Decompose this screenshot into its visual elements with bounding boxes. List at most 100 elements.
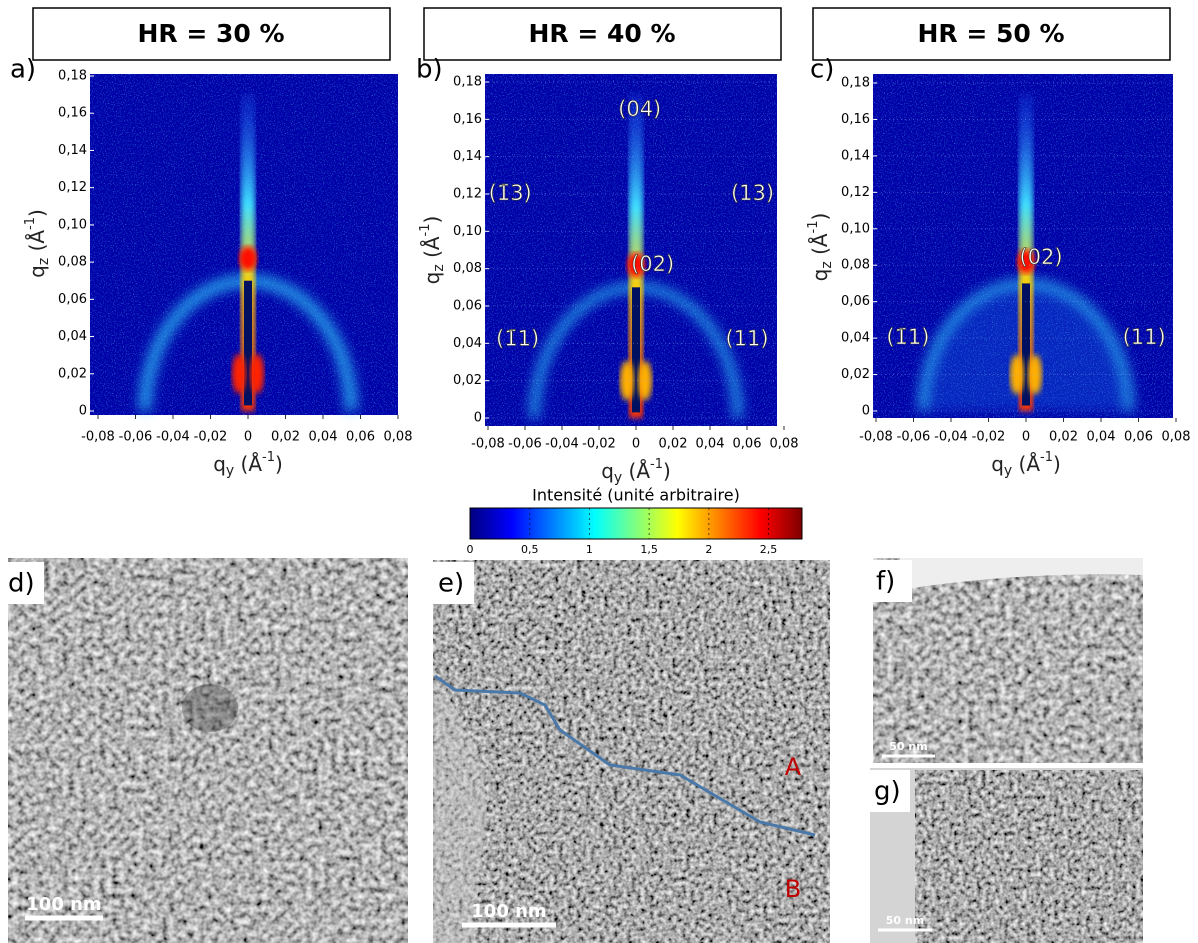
axis-symbol: q [213,452,226,476]
panel-letter: e) [438,569,464,599]
tem-image [8,558,408,943]
x-tick-label: -0,02 [972,430,1006,445]
x-tick-label: -0,06 [897,430,931,445]
beam-stop [632,287,640,413]
x-tick-label: -0,06 [119,430,153,445]
y-tick-label: 0,10 [453,224,482,239]
reflection-label: (02) [1019,245,1062,269]
y-tick-label: 0,04 [453,336,482,351]
y-tick-label: 0,14 [58,143,87,158]
axis-subscript: y [226,463,234,479]
region-label: A [785,753,802,781]
y-tick-label: 0 [474,411,482,426]
x-tick-label: -0,02 [194,430,228,445]
header: HR = 40 % [528,19,675,48]
hot-spot [620,360,634,401]
y-tick-label: 0,08 [841,258,870,273]
x-tick-label: 0 [244,430,252,445]
x-tick-label: 0,08 [384,430,413,445]
axis-close: ) [808,213,832,221]
y-tick-label: 0,04 [841,331,870,346]
axis-superscript: -1 [806,220,821,233]
x-tick-label: -0,08 [81,430,115,445]
y-tick-label: 0,06 [58,292,87,307]
axis-close: ) [420,216,444,224]
x-tick-label: 0,02 [271,430,300,445]
hot-spot [1028,354,1042,395]
axis-subscript: z [36,258,52,265]
panel-letter: f) [876,567,895,597]
boundary-line [434,674,816,837]
y-tick-label: 0,12 [453,187,482,202]
y-tick-label: 0,04 [58,329,87,344]
hot-spot [638,360,652,401]
reflection-label: (1̄1) [496,327,539,351]
x-tick-label: -0,08 [471,437,505,452]
hot-spot [1017,249,1035,274]
axis-unit: (Å [420,236,444,264]
axis-unit: (Å [234,452,262,476]
header: HR = 30 % [137,19,284,48]
colorbar-title: Intensité (unité arbitraire) [532,486,740,505]
y-tick-label: 0,06 [841,294,870,309]
y-tick-label: 0,18 [453,75,482,90]
y-tick-label: 0,02 [453,373,482,388]
x-tick-label: 0,04 [696,437,725,452]
y-tick-label: 0,02 [841,367,870,382]
x-tick-label: 0,08 [1162,430,1191,445]
micrograph-labels: e) 100 nm A B [430,562,802,928]
axis-superscript: -1 [23,217,38,230]
light-region [433,680,487,943]
micrograph-e [433,560,830,943]
colorbar: Intensité (unité arbitraire) 0 0,5 1 1,5 2 2,5 [467,486,803,556]
axis-unit: (Å [808,233,832,261]
y-tick-label: 0,10 [58,217,87,232]
x-tick-label: -0,04 [545,437,579,452]
axis-close: ) [1053,452,1061,476]
letter-box [868,560,912,602]
y-tick-label: 0,06 [453,299,482,314]
micrograph-labels: f) 50 nm [868,560,935,758]
header-box [423,7,782,61]
gisaxs-panel: HR = 30 % a) 0 0,02 0,04 0,06 0,08 0,10 0,12 0,14… [10,7,413,479]
x-tick-label: -0,02 [582,437,616,452]
reflection-label: (11) [725,327,768,351]
x-tick-label: 0,06 [346,430,375,445]
x-tick-label: 0,02 [1049,430,1078,445]
x-tick-label: 0,04 [1087,430,1116,445]
y-tick-label: 0,16 [453,112,482,127]
x-tick-label: -0,04 [934,430,968,445]
axis-unit: (Å [1012,452,1040,476]
hot-spot [627,252,645,277]
scale-bar-label: 50 nm [889,740,927,753]
x-tick-label: -0,04 [156,430,190,445]
axis-superscript: -1 [418,223,433,236]
y-tick-label: 0,18 [58,69,87,84]
colorbar-tick-label: 1 [586,543,593,556]
axis-subscript: y [1004,463,1012,479]
colorbar-tick-label: 0 [467,543,474,556]
colorbar-gradient [469,507,803,540]
axis-subscript: y [614,470,622,486]
letter-box [430,562,474,604]
y-tick-label: 0 [79,404,87,419]
y-axis-label: qz (Å-1) [23,209,53,278]
header: HR = 50 % [917,19,1064,48]
colorbar-tick-label: 2,5 [760,543,778,556]
x-tick-label: 0 [632,437,640,452]
x-tick-label: 0,06 [733,437,762,452]
axis-close: ) [25,209,49,217]
x-tick-label: -0,06 [508,437,542,452]
colorbar-tick-label: 2 [705,543,712,556]
y-tick-label: 0,10 [841,221,870,236]
micrograph-f [873,558,1143,763]
reflection-label: (13) [731,181,774,205]
axis-superscript: -1 [650,457,663,472]
gisaxs-panel: HR = 40 % b) 0 0,02 0,04 0,06 0,08 0,10 0,12 0,14… [416,7,798,486]
axis-symbol: q [808,269,832,282]
reflection-label: (1̄1) [886,325,929,349]
region-label: B [785,875,801,903]
y-tick-label: 0,12 [841,185,870,200]
scale-bar-label: 50 nm [886,914,924,927]
micrograph-d [8,558,408,943]
